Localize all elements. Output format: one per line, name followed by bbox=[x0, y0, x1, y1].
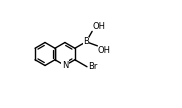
Text: OH: OH bbox=[92, 22, 105, 31]
Text: Br: Br bbox=[88, 62, 97, 71]
Text: B: B bbox=[83, 37, 89, 46]
Text: N: N bbox=[62, 61, 68, 70]
Text: OH: OH bbox=[97, 46, 110, 55]
